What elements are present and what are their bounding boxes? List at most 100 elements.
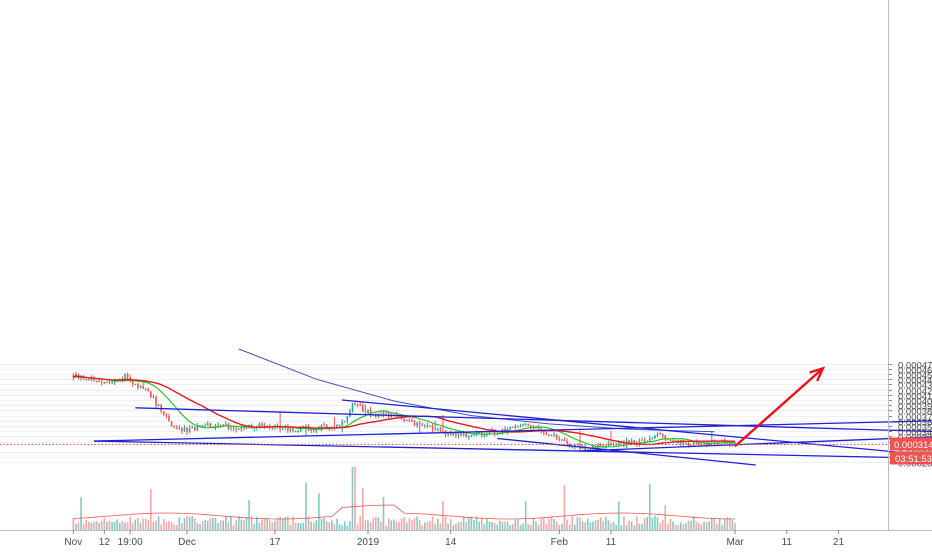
volume-bar	[88, 521, 90, 530]
volume-bar	[648, 484, 651, 530]
price-tags: 0.0003145 03:51:53	[890, 437, 932, 465]
candle-body	[597, 444, 599, 450]
volume-bar	[134, 519, 137, 530]
candle-body	[165, 414, 168, 417]
volume-bar	[297, 522, 300, 530]
candle-body	[222, 424, 225, 426]
volume-bar	[194, 518, 196, 530]
current-price-tag	[890, 437, 932, 451]
volume-bar	[268, 520, 271, 530]
volume-bar	[723, 518, 726, 530]
candle-body	[150, 391, 152, 398]
volume-bar	[713, 517, 716, 530]
volume-bar	[537, 524, 540, 530]
volume-bar	[617, 501, 620, 530]
volume-bar	[137, 517, 139, 530]
volume-bar	[245, 516, 248, 530]
volume-bar	[328, 522, 331, 530]
volume-bar	[310, 521, 312, 530]
candle-body	[468, 436, 470, 438]
volume-bar	[633, 525, 636, 530]
volume-bar	[165, 522, 168, 530]
candle-body	[599, 444, 602, 446]
candle-body	[106, 382, 108, 384]
volume-bar	[90, 522, 93, 530]
volume-bar	[511, 524, 514, 530]
candle-body	[408, 419, 411, 421]
price-tick-label: 0.0003700	[898, 413, 932, 424]
candle-body	[561, 439, 563, 441]
volume-bar	[535, 521, 537, 530]
candle-body	[617, 442, 620, 445]
candle-body	[576, 444, 579, 446]
volume-bar	[480, 517, 483, 530]
candle-body	[656, 433, 659, 436]
volume-bar	[659, 523, 661, 530]
volume-bar	[256, 516, 258, 530]
candle-body	[346, 416, 349, 422]
candle-body	[442, 430, 444, 432]
candle-body	[592, 446, 594, 449]
candle-body	[325, 424, 328, 429]
volume-bar	[488, 521, 491, 530]
candle-body	[421, 424, 424, 426]
candlesticks	[72, 371, 736, 453]
time-tick-label: Nov	[64, 537, 82, 548]
candle-body	[514, 425, 517, 428]
volume-bar	[628, 520, 630, 530]
volume-bar	[449, 519, 452, 530]
volume-bar	[721, 524, 723, 530]
volume-bar	[532, 518, 535, 530]
volume-bar	[623, 516, 625, 530]
volume-bar	[703, 521, 705, 530]
volume-bar	[718, 519, 721, 530]
volume-bar	[248, 500, 250, 530]
volume-bar	[305, 482, 307, 530]
candle-body	[447, 432, 449, 435]
price-tick-label: 0.0004300	[898, 381, 932, 392]
volume-bar	[483, 524, 486, 530]
volume-bar	[126, 522, 129, 530]
volume-bar	[630, 521, 633, 530]
volume-bar	[522, 523, 524, 530]
candle-body	[633, 440, 636, 444]
candle-body	[568, 443, 571, 447]
price-tick-label: 0.0003400	[898, 428, 932, 439]
candle-body	[147, 389, 150, 392]
candle-body	[504, 428, 506, 432]
candle-body	[703, 443, 705, 445]
volume-bar	[150, 488, 152, 530]
price-tick-label: 0.0004400	[898, 376, 932, 387]
volume-bar	[592, 521, 594, 530]
candle-body	[245, 428, 248, 430]
volume-bar	[237, 516, 240, 530]
volume-bar	[677, 525, 680, 530]
volume-bar	[408, 518, 411, 530]
candle-body	[424, 425, 426, 427]
volume-bar	[323, 518, 325, 530]
volume-bar	[315, 520, 318, 530]
candle-body	[605, 445, 607, 447]
candle-body	[292, 428, 294, 431]
volume-bars	[72, 467, 736, 530]
volume-bar	[431, 516, 434, 530]
volume-bar	[426, 522, 429, 530]
volume-bar	[331, 520, 333, 530]
candle-body	[385, 412, 387, 415]
candle-body	[449, 432, 452, 436]
volume-bar	[253, 524, 256, 530]
candle-body	[429, 425, 431, 427]
candle-body	[137, 383, 139, 388]
candle-body	[281, 428, 284, 430]
volume-bar	[170, 522, 173, 530]
candle-body	[294, 430, 297, 432]
volume-bar	[393, 519, 395, 530]
volume-bar	[183, 518, 186, 530]
candle-body	[488, 432, 491, 434]
candle-body	[535, 427, 537, 429]
forecast-arrow[interactable]	[734, 366, 826, 448]
candle-body	[88, 379, 90, 381]
volume-bar	[411, 519, 413, 530]
